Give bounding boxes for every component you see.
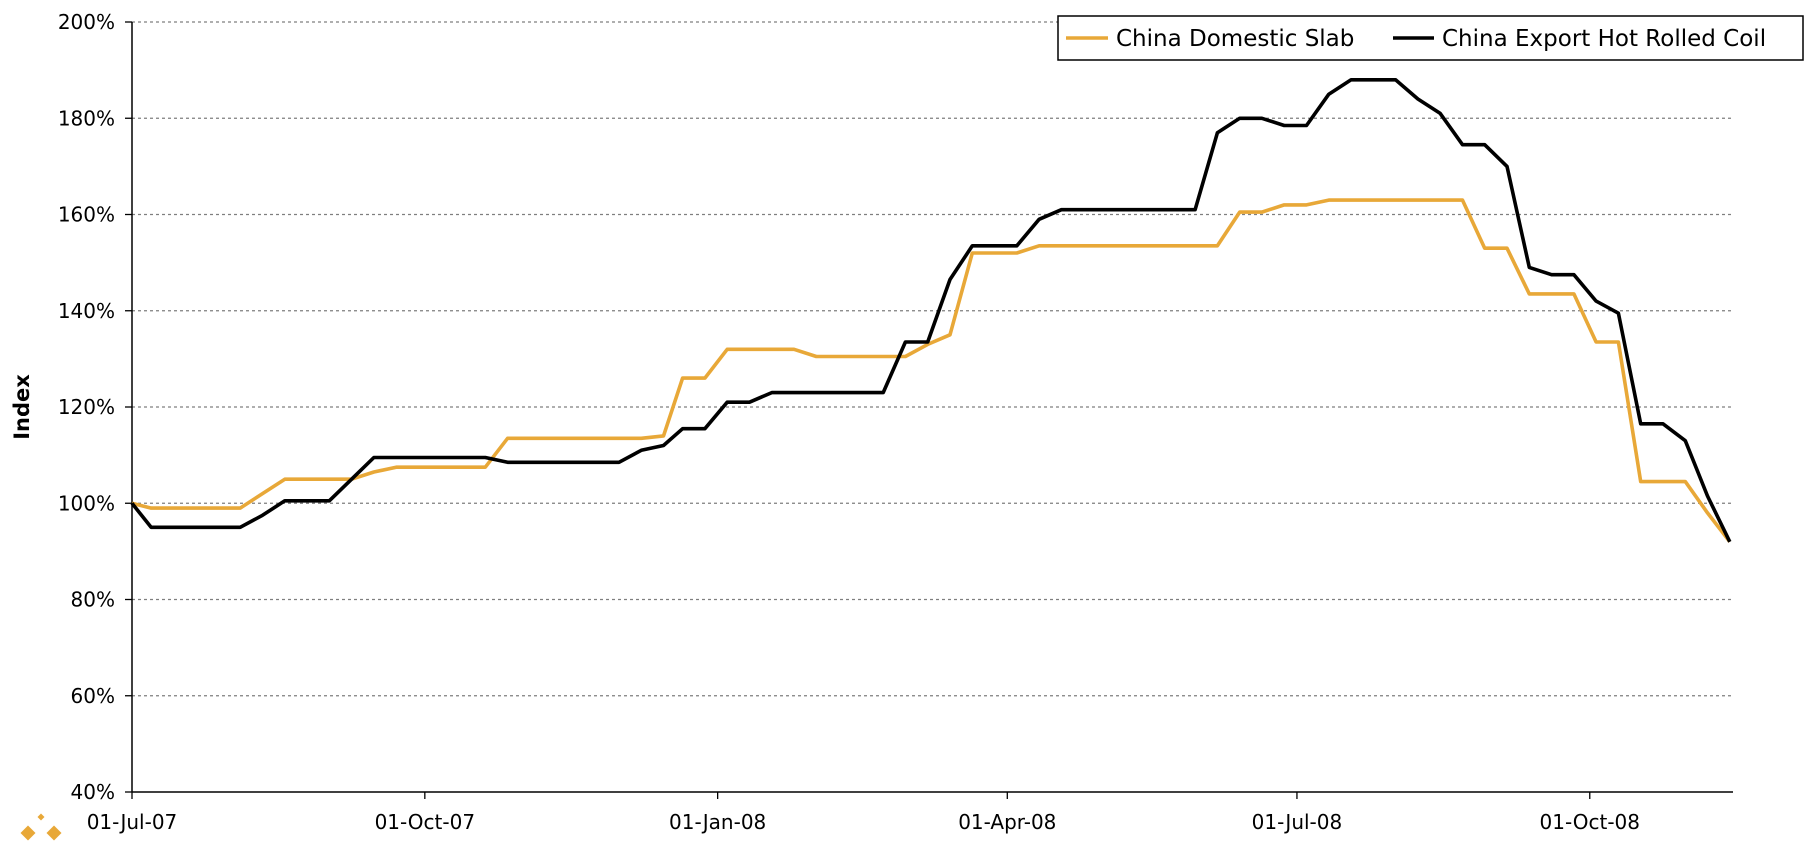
x-tick-label: 01-Oct-08 (1540, 810, 1640, 834)
x-tick-label: 01-Jul-08 (1252, 810, 1343, 834)
x-tick-label: 01-Jul-07 (87, 810, 178, 834)
x-tick-label: 01-Apr-08 (958, 810, 1056, 834)
x-tick-label: 01-Oct-07 (375, 810, 475, 834)
y-tick-label: 180% (58, 106, 115, 130)
gridlines (132, 21, 1733, 697)
logo-diamond-left (20, 825, 36, 841)
y-tick-label: 60% (71, 684, 115, 708)
y-axis-ticks: 40% 60% 80% 100% 120% 140% 160% 180% 200% (58, 10, 132, 804)
legend: China Domestic Slab China Export Hot Rol… (1057, 15, 1804, 61)
y-tick-label: 200% (58, 10, 115, 34)
x-tick-label: 01-Jan-08 (669, 810, 766, 834)
legend-label-china-domestic-slab: China Domestic Slab (1116, 26, 1354, 52)
y-axis-title: Index (10, 374, 34, 440)
series-layer (130, 78, 1732, 543)
logo-diamond-right (46, 825, 62, 841)
diamond-logo-icon (20, 813, 62, 841)
legend-label-china-export-hot-rolled-coil: China Export Hot Rolled Coil (1442, 26, 1766, 52)
y-tick-label: 160% (58, 203, 115, 227)
y-tick-label: 100% (58, 491, 115, 515)
series-line-china-domestic-slab (131, 198, 1732, 543)
series-points-china-domestic-slab (131, 200, 1730, 542)
y-tick-label: 40% (71, 780, 115, 804)
series-points-china-export-hot-rolled-coil (131, 79, 1730, 542)
y-tick-label: 140% (58, 299, 115, 323)
y-tick-label: 120% (58, 395, 115, 419)
logo-diamond-small (37, 813, 45, 821)
y-tick-label: 80% (71, 588, 115, 612)
x-axis-ticks: 01-Jul-07 01-Oct-07 01-Jan-08 01-Apr-08 01-J… (87, 792, 1640, 834)
